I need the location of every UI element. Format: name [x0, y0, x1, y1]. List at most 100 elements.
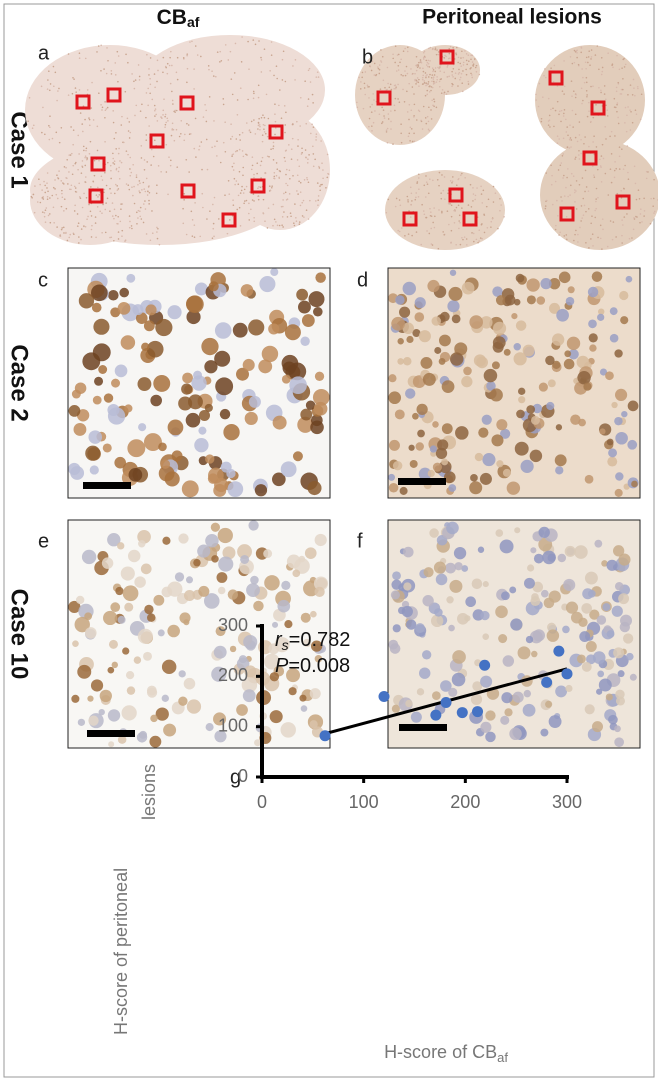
stipple	[550, 108, 552, 111]
cell	[548, 590, 561, 603]
stipple	[69, 233, 72, 236]
stipple	[28, 96, 31, 99]
cell	[214, 322, 232, 339]
stipple	[148, 74, 150, 76]
stipple	[581, 177, 584, 179]
stipple	[407, 199, 409, 201]
cell	[626, 652, 634, 661]
stipple	[298, 223, 301, 226]
stipple	[194, 202, 196, 204]
cell	[392, 571, 401, 581]
stipple	[81, 160, 84, 162]
cell	[194, 438, 209, 453]
stipple	[372, 93, 374, 95]
cell	[217, 586, 226, 595]
stipple	[429, 178, 431, 181]
stipple	[573, 239, 575, 242]
stipple	[460, 65, 463, 67]
stipple	[428, 85, 431, 88]
cell	[117, 615, 126, 624]
stipple	[62, 182, 64, 184]
cell	[515, 320, 527, 331]
stipple	[639, 213, 642, 215]
stipple	[444, 198, 446, 200]
cell	[502, 468, 512, 477]
cell	[288, 687, 297, 696]
stipple	[427, 76, 430, 78]
stipple	[99, 210, 102, 213]
stipple	[585, 89, 588, 92]
stipple	[356, 106, 359, 109]
cell	[434, 346, 442, 354]
cell	[611, 401, 618, 409]
cell	[403, 357, 412, 366]
cell	[99, 689, 112, 703]
stipple	[413, 116, 415, 118]
stipple	[575, 93, 577, 96]
stipple	[209, 210, 211, 212]
stipple	[150, 164, 152, 166]
stipple	[554, 109, 557, 112]
stipple	[291, 137, 294, 140]
stipple	[317, 204, 319, 206]
stipple	[43, 180, 45, 183]
stipple	[142, 221, 145, 224]
stipple	[381, 122, 383, 125]
stipple	[130, 171, 133, 174]
stipple	[604, 172, 607, 175]
cell	[241, 677, 258, 693]
scale-bar	[398, 478, 446, 485]
stipple	[169, 82, 172, 85]
stipple	[282, 199, 284, 201]
stipple	[274, 133, 276, 136]
stipple	[447, 57, 450, 60]
stipple	[556, 100, 559, 103]
stipple	[81, 166, 84, 168]
cell	[114, 456, 126, 469]
stipple	[559, 110, 561, 113]
stipple	[406, 111, 409, 113]
scale-bar	[399, 724, 447, 731]
stipple	[503, 216, 505, 218]
stipple	[156, 237, 159, 240]
stipple	[234, 183, 236, 186]
stipple	[151, 232, 154, 235]
stipple	[275, 162, 278, 164]
cell	[75, 595, 85, 605]
stipple	[372, 121, 375, 124]
stipple	[442, 231, 444, 233]
stipple	[466, 244, 468, 246]
cell	[538, 382, 548, 392]
stipple	[261, 140, 264, 143]
stipple	[293, 224, 296, 227]
scale-bar	[87, 730, 135, 737]
stipple	[448, 223, 450, 226]
stipple	[231, 135, 234, 138]
stipple	[567, 134, 569, 137]
stipple	[117, 55, 120, 57]
cell	[88, 430, 102, 444]
cell	[111, 378, 121, 388]
stipple	[601, 218, 604, 220]
stipple	[607, 194, 610, 196]
stipple	[402, 88, 404, 91]
cell	[208, 281, 219, 292]
stipple	[242, 174, 244, 177]
cell	[437, 439, 449, 451]
cell	[183, 619, 190, 626]
stipple	[435, 81, 438, 83]
stipple	[290, 158, 293, 160]
cell	[461, 376, 473, 388]
stipple	[449, 180, 452, 182]
y-tick-label: 300	[218, 615, 248, 635]
stipple	[472, 232, 475, 235]
stipple	[406, 50, 409, 53]
stipple	[600, 181, 603, 183]
stipple	[470, 72, 472, 75]
stipple	[79, 112, 82, 114]
stipple	[115, 214, 117, 217]
stipple	[241, 36, 243, 38]
cell	[581, 661, 592, 672]
stipple	[454, 77, 457, 80]
stipple	[284, 131, 286, 134]
